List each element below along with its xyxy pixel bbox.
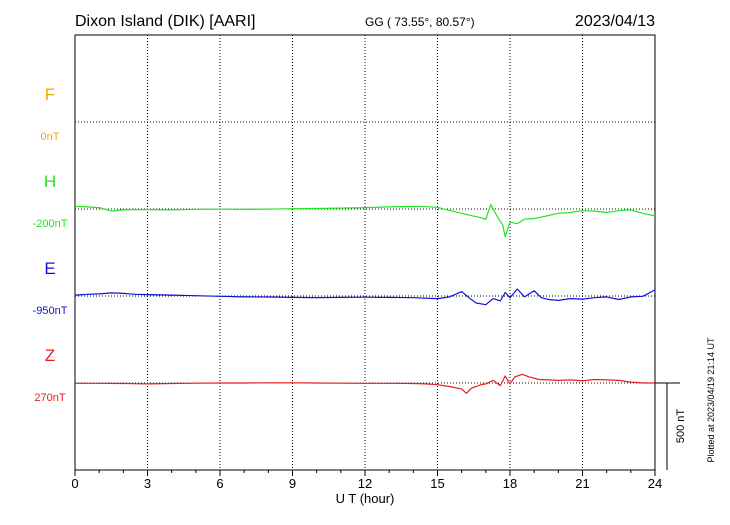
channel-offset-z: 270nT (34, 392, 65, 404)
x-axis-ticks: 0 3 6 9 12 15 18 21 24 (71, 470, 662, 491)
x-axis-label: U T (hour) (336, 491, 395, 506)
x-tick-label: 21 (575, 476, 589, 491)
series-e-line (74, 288, 656, 306)
series-z-line (75, 373, 655, 394)
channel-offset-h: -200nT (33, 218, 68, 230)
date-label: 2023/04/13 (575, 13, 655, 30)
station-title: Dixon Island (DIK) [AARI] (75, 13, 256, 30)
series-h-line (74, 204, 656, 238)
channel-name-e: E (44, 259, 55, 278)
x-tick-label: 24 (648, 476, 662, 491)
series-layer (74, 204, 656, 394)
channel-offset-e: -950nT (33, 305, 68, 317)
channel-labels: F 0nT H -200nT E -950nT Z 270nT (33, 85, 68, 404)
x-tick-label: 3 (144, 476, 151, 491)
x-tick-label: 12 (358, 476, 372, 491)
x-tick-label: 15 (430, 476, 444, 491)
channel-name-f: F (45, 85, 55, 104)
x-tick-label: 9 (289, 476, 296, 491)
channel-offset-f: 0nT (41, 131, 60, 143)
channel-name-h: H (44, 172, 56, 191)
x-tick-label: 18 (503, 476, 517, 491)
gridlines (147, 35, 583, 470)
plotted-note: Plotted at 2023/04/19 21:14 UT (706, 337, 716, 463)
channel-name-z: Z (45, 346, 55, 365)
x-tick-label: 6 (216, 476, 223, 491)
x-tick-label: 0 (71, 476, 78, 491)
scale-bar: 500 nT (655, 382, 687, 470)
coordinates-label: GG ( 73.55°, 80.57°) (365, 15, 475, 29)
scale-bar-label: 500 nT (675, 409, 687, 444)
